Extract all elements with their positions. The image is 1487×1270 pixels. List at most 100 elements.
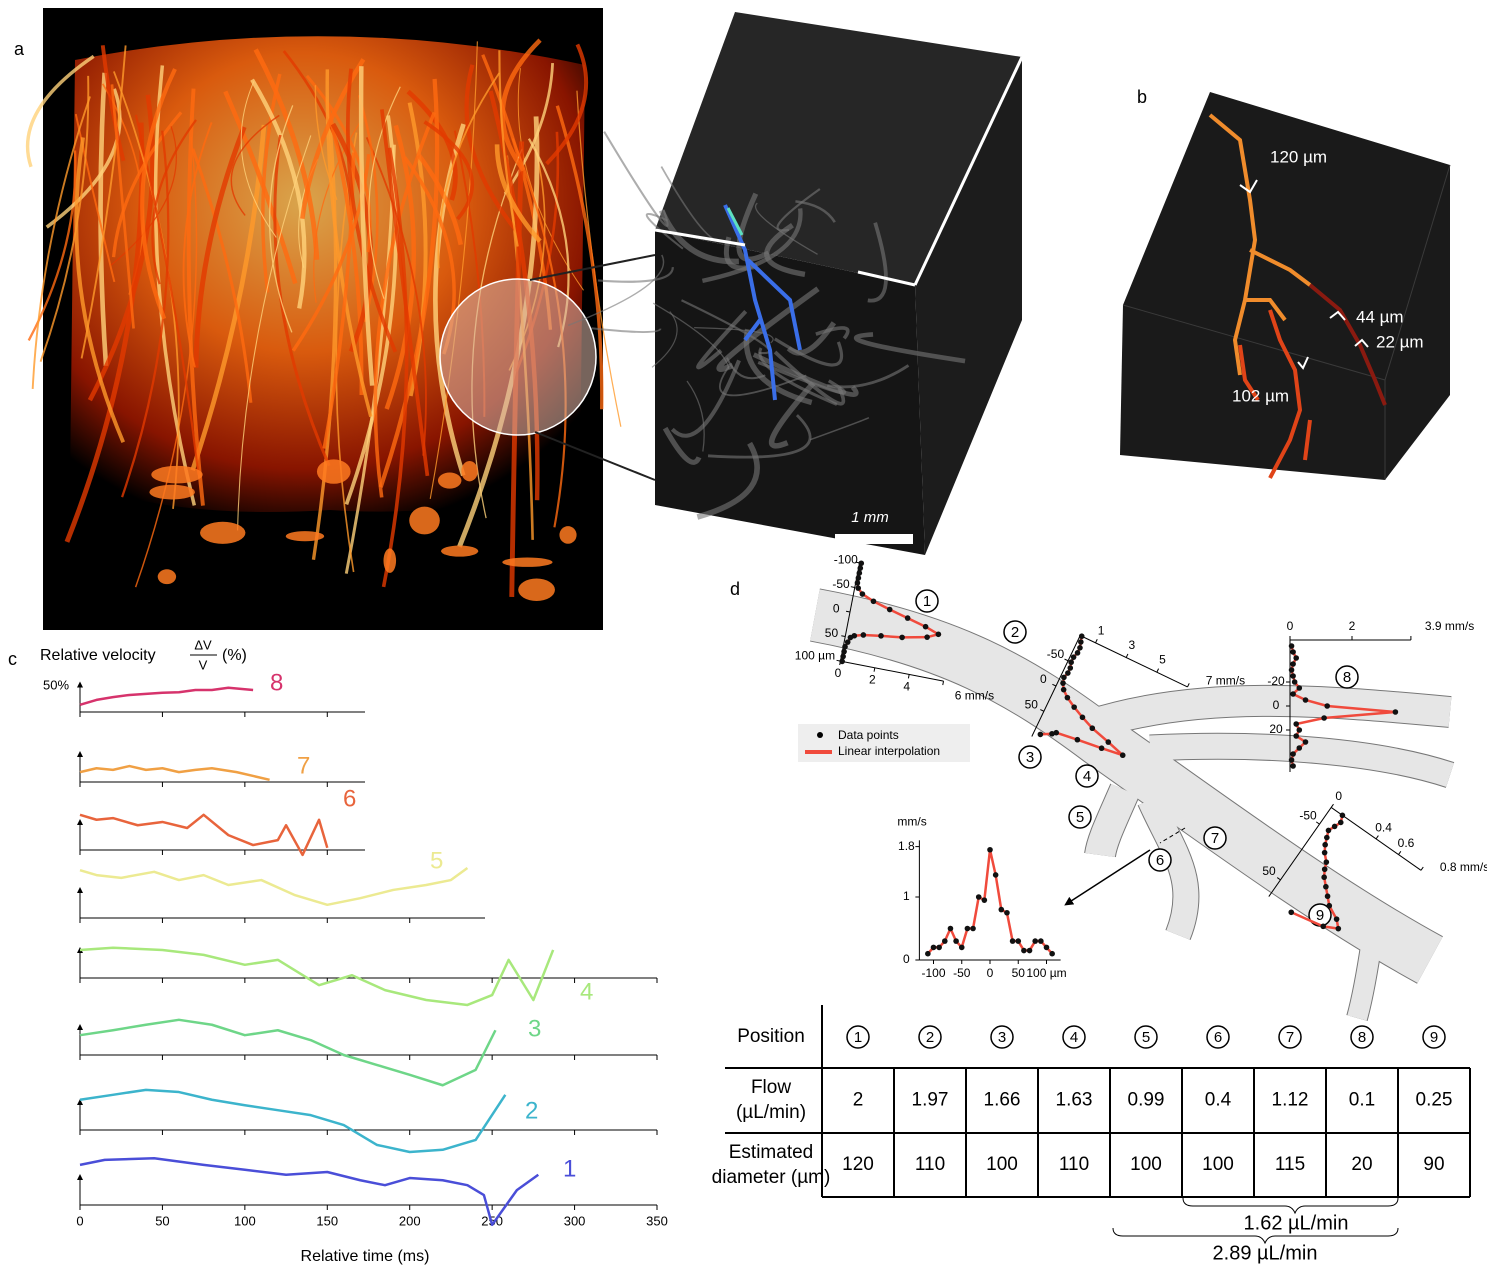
marker-label: 4: [1083, 768, 1091, 785]
data-point: [1290, 691, 1296, 697]
data-point: [1078, 639, 1084, 645]
data-point: [1290, 673, 1296, 679]
data-point: [861, 632, 867, 638]
data-point: [1015, 938, 1021, 944]
position-tick-label: -50: [1047, 647, 1065, 661]
tick-mark: [1064, 659, 1068, 661]
data-point: [982, 897, 988, 903]
position-tick-label: 0: [833, 602, 840, 616]
data-point: [1049, 951, 1055, 957]
velocity-tick-label: 3.9 mm/s: [1425, 619, 1474, 633]
data-point: [855, 580, 861, 586]
tick-mark: [943, 681, 944, 685]
data-point: [1290, 649, 1296, 655]
y-axis-label: Relative velocity: [40, 647, 156, 664]
table-cell: 0.4: [1205, 1090, 1232, 1111]
data-point: [858, 565, 864, 571]
data-point: [1324, 835, 1330, 841]
data-point: [959, 945, 965, 951]
table-cell: 0.1: [1349, 1090, 1375, 1111]
data-point: [1290, 763, 1296, 769]
tick-mark: [1188, 683, 1190, 687]
velocity-tick-label: 3: [1128, 638, 1135, 652]
velocity-tick-label: 1: [903, 889, 910, 903]
data-point: [1060, 680, 1066, 686]
tick-mark: [1157, 669, 1159, 673]
position-tick-label: -100: [834, 552, 858, 566]
data-point: [993, 872, 999, 878]
trace-label: 3: [528, 1015, 541, 1042]
y-axis-label-num: ΔV: [194, 637, 212, 652]
data-point: [1321, 874, 1327, 880]
scale-bar-label: 50%: [43, 677, 69, 692]
data-point: [871, 598, 877, 604]
data-point: [931, 945, 937, 951]
table-cell: 100: [1130, 1154, 1162, 1175]
data-point: [878, 633, 884, 639]
data-point: [1297, 685, 1303, 691]
data-point: [976, 894, 982, 900]
data-point: [1321, 715, 1327, 721]
legend-dot: [817, 732, 823, 738]
diameter-label: 120 µm: [1270, 147, 1327, 166]
velocity-tick-label: 0: [1335, 789, 1342, 803]
data-point: [860, 591, 866, 597]
data-point: [842, 644, 848, 650]
data-point: [855, 585, 861, 591]
trace: [80, 1090, 505, 1152]
data-point: [965, 926, 971, 932]
position-tick-label: 50: [1025, 697, 1039, 711]
marker-label: 3: [1026, 749, 1034, 766]
data-point: [1288, 909, 1294, 915]
data-point: [887, 607, 893, 613]
vessel-blob: [151, 466, 202, 484]
position-tick-label: 100 µm: [795, 648, 835, 662]
vessel-blob: [559, 526, 576, 544]
data-point: [1044, 945, 1050, 951]
branch-cube: 120 µm 44 µm 22 µm 102 µm: [1120, 92, 1450, 480]
data-point: [1079, 633, 1085, 639]
table-cell: 1.63: [1056, 1090, 1093, 1111]
data-point: [1303, 739, 1309, 745]
brace-label: 1.62 µL/min: [1244, 1212, 1349, 1234]
data-point: [1071, 704, 1077, 710]
x-tick-label: 300: [564, 1213, 586, 1228]
scale-bar-label: 1 mm: [851, 509, 889, 526]
pointer-arrow: [1068, 850, 1150, 903]
interpolation-line: [928, 850, 1052, 954]
tick-mark: [1421, 867, 1423, 870]
data-point: [924, 634, 930, 640]
trace: [80, 868, 467, 905]
data-point: [925, 951, 931, 957]
row-label: Flow: [751, 1077, 791, 1098]
data-point: [1065, 670, 1071, 676]
data-point: [1071, 654, 1077, 660]
velocity-tick-label: 0: [835, 666, 842, 680]
data-point: [1297, 727, 1303, 733]
data-point: [970, 926, 976, 932]
table-cell: 0.25: [1416, 1090, 1453, 1111]
data-point: [1061, 687, 1067, 693]
marker-label: 9: [1316, 907, 1324, 924]
velocity-tick-label: 0.4: [1375, 820, 1392, 834]
tick-mark: [908, 674, 909, 678]
sum-braces: 1.62 µL/min 2.89 µL/min: [1113, 1198, 1398, 1264]
velocity-tick-label: 5: [1159, 653, 1166, 667]
data-point: [999, 907, 1005, 913]
legend-label: Data points: [838, 728, 899, 742]
data-point: [987, 847, 993, 853]
velocity-tick-label: 0.8 mm/s: [1440, 860, 1487, 874]
x-tick-label: 350: [646, 1213, 668, 1228]
data-point: [948, 926, 954, 932]
data-point: [1324, 859, 1330, 865]
data-point: [1080, 715, 1086, 721]
position-tick-label: -50: [953, 966, 971, 980]
trace-label: 2: [525, 1097, 538, 1124]
vessel-blob: [502, 557, 552, 566]
velocity-traces: 87654320501001502002503003501Relative ti…: [40, 637, 668, 1265]
data-point: [1105, 739, 1111, 745]
row-label: diameter (µm): [712, 1167, 831, 1188]
tick-mark: [851, 587, 855, 588]
x-tick-label: 150: [316, 1213, 338, 1228]
trace-label: 5: [430, 847, 443, 874]
